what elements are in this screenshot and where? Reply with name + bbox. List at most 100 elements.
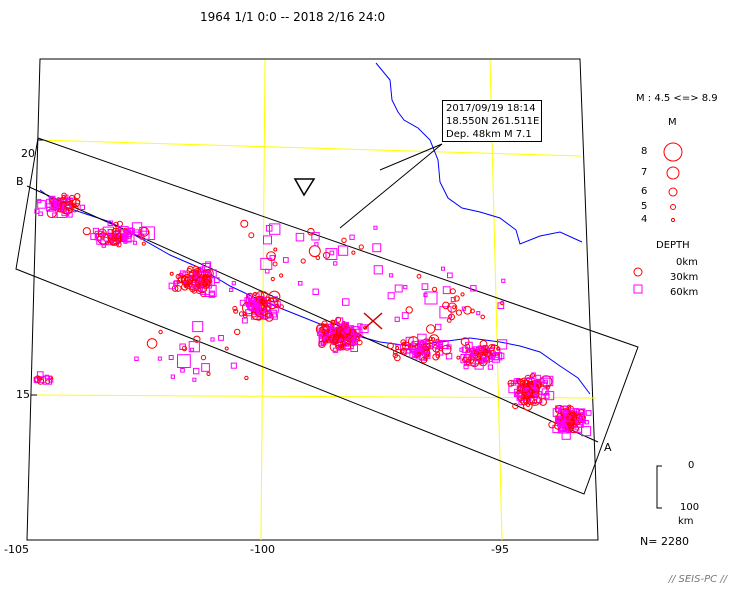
epicenter-marker bbox=[37, 198, 42, 204]
epicenter-marker bbox=[269, 309, 277, 318]
epicenter-marker bbox=[184, 277, 189, 282]
epicenter-marker bbox=[569, 410, 576, 416]
annotation-location: 18.550N 261.511E bbox=[446, 116, 540, 127]
epicenter-marker bbox=[387, 292, 395, 300]
epicenter-marker bbox=[56, 197, 61, 202]
epicenter-marker bbox=[332, 334, 338, 339]
epicenter-marker bbox=[201, 363, 210, 372]
epicenter-marker bbox=[338, 344, 343, 349]
epicenter-marker bbox=[314, 242, 319, 247]
epicenter-marker bbox=[272, 261, 278, 267]
epicenter-marker bbox=[372, 243, 382, 253]
epicenter-marker bbox=[283, 257, 289, 263]
depth-scale-bottom: 100 bbox=[680, 502, 700, 513]
annotation-datetime: 2017/09/19 18:14 bbox=[446, 103, 536, 114]
epicenter-marker bbox=[295, 232, 305, 242]
epicenter-marker bbox=[387, 342, 394, 350]
software-credit: // SEIS-PC // bbox=[668, 574, 727, 585]
epicenter-marker bbox=[157, 356, 162, 361]
epicenter-marker bbox=[342, 326, 352, 336]
epicenter-marker bbox=[133, 240, 138, 245]
epicenter-marker bbox=[332, 347, 339, 353]
epicenter-marker bbox=[177, 354, 191, 369]
epicenter-marker bbox=[74, 193, 81, 200]
epicenter-marker bbox=[270, 276, 275, 282]
epicenter-marker bbox=[478, 347, 483, 352]
epicenter-marker bbox=[312, 288, 319, 296]
trench-marker-icon bbox=[293, 178, 316, 197]
epicenter-marker bbox=[202, 281, 208, 288]
epicenter-marker bbox=[82, 227, 91, 236]
epicenter-marker bbox=[351, 250, 356, 255]
epicenter-marker bbox=[168, 355, 174, 360]
epicenter-marker bbox=[269, 223, 281, 235]
epicenter-marker bbox=[37, 200, 46, 209]
epicenter-marker bbox=[552, 424, 561, 434]
epicenter-marker bbox=[200, 354, 207, 361]
epicenter-marker bbox=[214, 277, 220, 283]
epicenter-marker bbox=[68, 194, 76, 202]
epicenter-marker bbox=[448, 313, 456, 321]
epicenter-marker bbox=[260, 257, 273, 270]
epicenter-marker bbox=[231, 281, 236, 286]
epicenter-marker bbox=[279, 273, 284, 278]
epicenter-marker bbox=[192, 265, 200, 273]
epicenter-marker bbox=[497, 339, 508, 350]
epicenter-marker bbox=[463, 364, 469, 370]
epicenter-marker bbox=[441, 266, 445, 271]
epicenter-marker bbox=[569, 423, 579, 434]
epicenter-marker bbox=[33, 376, 40, 383]
epicenter-marker bbox=[435, 347, 444, 356]
epicenter-marker bbox=[430, 337, 436, 342]
epicenter-marker bbox=[180, 368, 185, 373]
epicenter-marker bbox=[203, 278, 210, 285]
epicenter-marker bbox=[307, 227, 315, 236]
magnitude-item: 5 bbox=[641, 201, 648, 212]
map-frame bbox=[26, 58, 599, 541]
section-label-a: A bbox=[604, 441, 612, 454]
epicenter-marker bbox=[476, 355, 482, 361]
epicenter-marker bbox=[268, 290, 281, 303]
epicenter-marker bbox=[38, 211, 43, 217]
epicenter-marker bbox=[48, 195, 56, 203]
epicenter-marker bbox=[482, 348, 489, 356]
epicenter-marker bbox=[404, 345, 410, 350]
epicenter-marker bbox=[318, 340, 326, 348]
epicenter-marker bbox=[258, 298, 263, 303]
epicenter-marker bbox=[175, 273, 181, 280]
epicenter-marker bbox=[34, 208, 40, 214]
depth-scale-bar bbox=[656, 465, 662, 509]
section-box bbox=[15, 137, 639, 495]
epicenter-marker bbox=[232, 305, 238, 312]
epicenter-marker bbox=[71, 203, 77, 209]
magnitude-item: 6 bbox=[641, 186, 648, 197]
epicenter-marker bbox=[439, 340, 449, 349]
epicenter-marker bbox=[218, 335, 224, 341]
epicenter-marker bbox=[393, 354, 401, 362]
epicenter-marker bbox=[473, 350, 480, 356]
epicenter-marker bbox=[264, 268, 270, 274]
epicenter-marker bbox=[324, 330, 329, 335]
epicenter-marker bbox=[249, 299, 256, 307]
epicenter-marker bbox=[134, 356, 139, 361]
epicenter-marker bbox=[400, 339, 407, 345]
epicenter-marker bbox=[193, 367, 200, 375]
epicenter-marker bbox=[453, 295, 460, 302]
epicenter-marker bbox=[522, 387, 529, 394]
magnitude-legend-title: M bbox=[668, 117, 677, 128]
epicenter-marker bbox=[39, 376, 47, 383]
epicenter-marker bbox=[452, 305, 457, 310]
epicenter-marker bbox=[173, 280, 179, 286]
epicenter-marker bbox=[408, 336, 419, 347]
epicenter-marker bbox=[403, 285, 408, 290]
epicenter-marker bbox=[210, 337, 215, 342]
epicenter-marker bbox=[567, 404, 572, 409]
epicenter-marker bbox=[341, 237, 347, 244]
epicenter-marker bbox=[243, 313, 248, 319]
epicenter-marker bbox=[260, 307, 266, 313]
epicenter-marker bbox=[192, 285, 198, 291]
epicenter-marker bbox=[412, 350, 418, 356]
epicenter-marker bbox=[205, 261, 212, 268]
epicenter-marker bbox=[146, 338, 158, 349]
epicenter-marker bbox=[531, 372, 536, 377]
